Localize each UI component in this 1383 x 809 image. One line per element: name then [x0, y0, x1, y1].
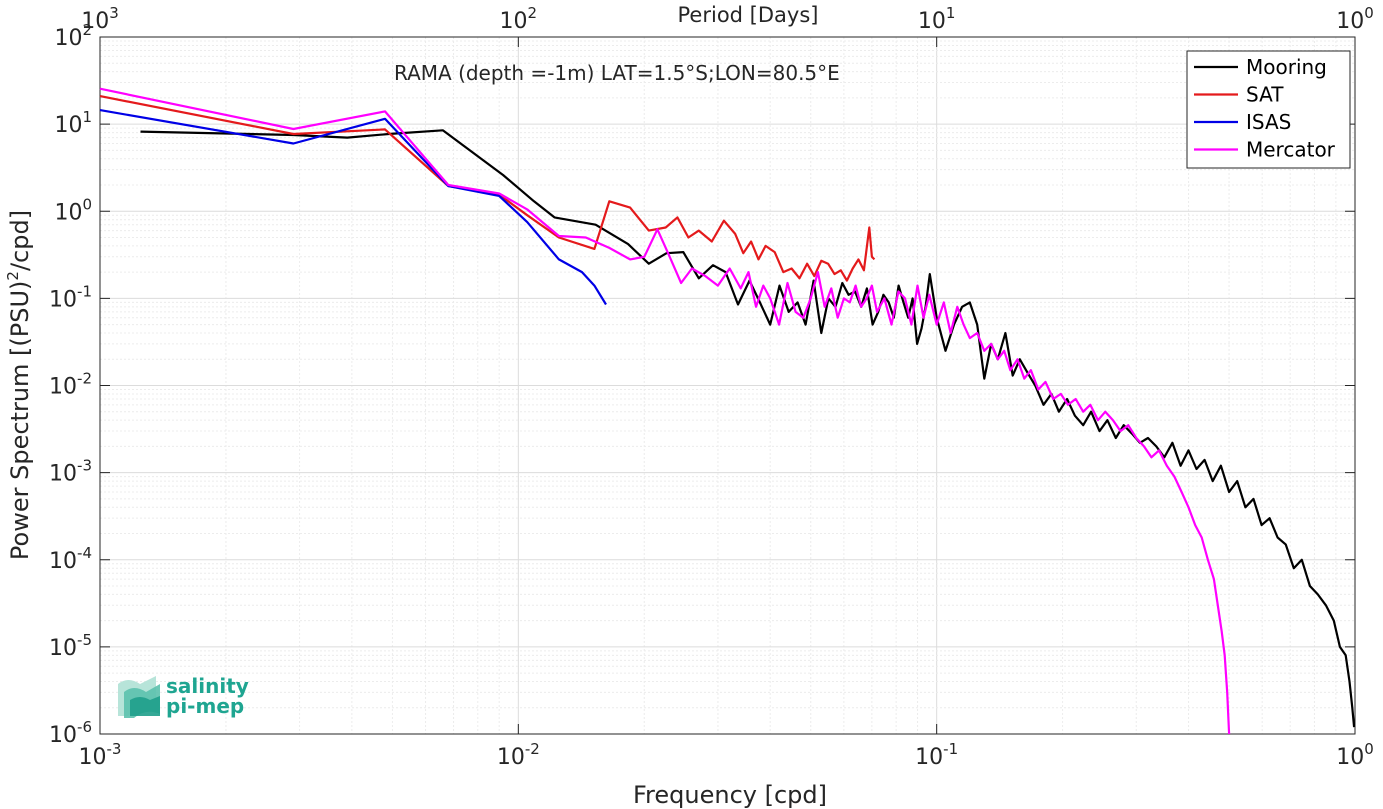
x2-tick-label: 101: [918, 4, 956, 34]
y-tick-label: 10-3: [49, 457, 92, 487]
y-tick-label-exponent: 2: [82, 21, 92, 39]
x-tick-label-exponent: -1: [943, 740, 958, 758]
legend-label-mooring: Mooring: [1246, 55, 1327, 79]
y-axis-label-sup: 2: [4, 271, 22, 281]
x-tick-label: 10-2: [497, 740, 540, 770]
x-tick-label-exponent: 0: [1364, 740, 1374, 758]
y-tick-label: 10-1: [49, 282, 92, 312]
x2-tick-label-exponent: 3: [109, 4, 119, 22]
y-tick-label-exponent: -2: [77, 370, 92, 388]
legend-label-isas: ISAS: [1246, 110, 1291, 134]
x-axis-label: Frequency [cpd]: [633, 781, 827, 809]
y-tick-label: 10-5: [49, 631, 92, 661]
x-tick-label: 10-3: [79, 740, 122, 770]
x-tick-label-base: 10: [497, 745, 525, 770]
series-line-mercator: [99, 87, 1231, 735]
y-tick-label-base: 10: [49, 549, 77, 574]
x-tick-label-base: 10: [915, 745, 943, 770]
series-lines: [99, 87, 1356, 735]
x2-tick-label: 103: [81, 4, 119, 34]
y-tick-label-exponent: -6: [77, 718, 92, 736]
x-tick-label-exponent: -2: [525, 740, 540, 758]
logo-text-line1: salinity: [166, 674, 249, 698]
series-line-sat: [99, 95, 876, 282]
y-tick-label: 10-6: [49, 718, 92, 748]
y-tick-label-base: 10: [49, 462, 77, 487]
logo-text-line2: pi-mep: [166, 694, 244, 718]
y-tick-label-exponent: -5: [77, 631, 92, 649]
y-tick-label-base: 10: [54, 200, 82, 225]
x-tick-label: 100: [1336, 740, 1374, 770]
y-tick-label-base: 10: [49, 723, 77, 748]
y-axis-label-main: Power Spectrum [(PSU): [6, 281, 34, 560]
x2-tick-label-base: 10: [500, 9, 528, 34]
x2-axis-label: Period [Days]: [678, 3, 819, 27]
y-tick-label: 101: [54, 108, 92, 138]
x-tick-label-exponent: -3: [107, 740, 122, 758]
x2-tick-label-base: 10: [1336, 9, 1364, 34]
y-tick-label: 10-4: [49, 544, 92, 574]
x2-tick-label: 102: [500, 4, 538, 34]
y-tick-label-exponent: 1: [82, 108, 92, 126]
y-tick-label-base: 10: [54, 26, 82, 51]
y-tick-label-base: 10: [49, 375, 77, 400]
y-tick-label-base: 10: [49, 636, 77, 661]
salinity-pi-mep-logo: salinity pi-mep: [118, 674, 249, 718]
series-line-isas: [99, 109, 607, 306]
y-tick-label: 100: [54, 195, 92, 225]
x-tick-label: 10-1: [915, 740, 958, 770]
y-tick-label-exponent: -4: [77, 544, 92, 562]
grid: [99, 37, 1355, 735]
y-tick-label-exponent: -1: [77, 282, 92, 300]
legend: Mooring SAT ISAS Mercator: [1186, 50, 1351, 169]
x2-tick-label: 100: [1336, 4, 1374, 34]
y-tick-label-exponent: -3: [77, 457, 92, 475]
logo-wave-icon-3: [130, 696, 160, 716]
x-tick-label-base: 10: [79, 745, 107, 770]
legend-label-mercator: Mercator: [1246, 138, 1336, 162]
x2-tick-label-base: 10: [918, 9, 946, 34]
x-tick-label-base: 10: [1336, 745, 1364, 770]
y-tick-label-exponent: 0: [82, 195, 92, 213]
y-tick-label: 10-2: [49, 370, 92, 400]
x2-tick-label-exponent: 2: [528, 4, 538, 22]
y-tick-label-base: 10: [49, 287, 77, 312]
x2-tick-label-exponent: 1: [946, 4, 956, 22]
y-axis-label: Power Spectrum [(PSU)2/cpd]: [4, 210, 34, 560]
x2-tick-label-base: 10: [81, 9, 109, 34]
legend-label-sat: SAT: [1246, 83, 1284, 107]
y-tick-label: 102: [54, 21, 92, 51]
series-line-mooring: [140, 129, 1356, 728]
x2-tick-label-exponent: 0: [1364, 4, 1374, 22]
y-axis-label-tail: /cpd]: [6, 210, 34, 271]
chart-annotation: RAMA (depth =-1m) LAT=1.5°S;LON=80.5°E: [394, 61, 840, 85]
y-tick-label-base: 10: [54, 113, 82, 138]
